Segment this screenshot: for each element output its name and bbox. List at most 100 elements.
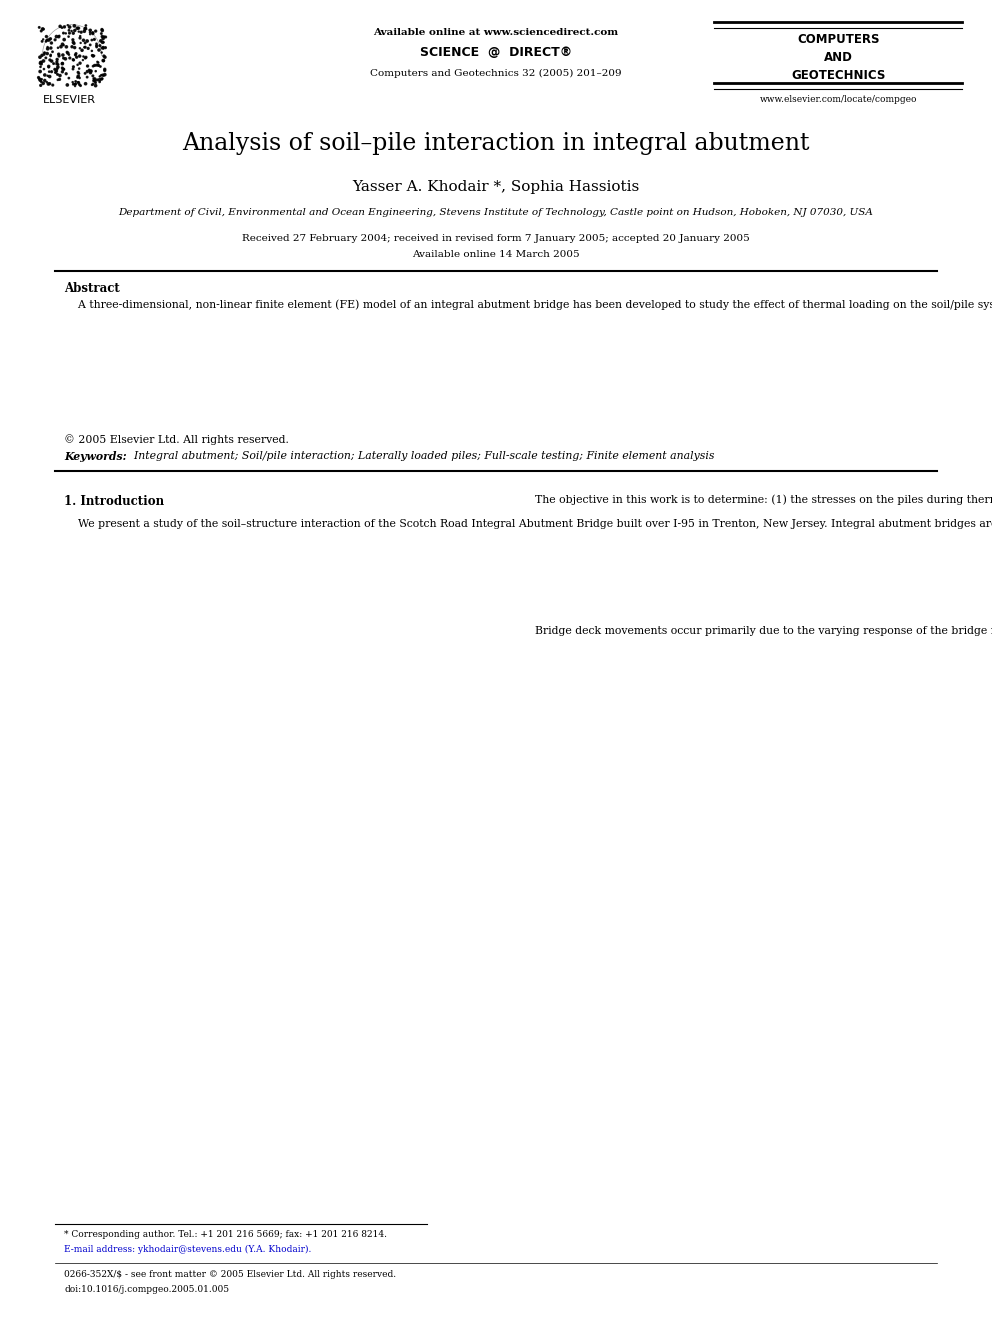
Point [40,38,56,60]
Point [82,34,98,56]
Point [33,57,49,78]
Text: © 2005 Elsevier Ltd. All rights reserved.: © 2005 Elsevier Ltd. All rights reserved… [64,434,290,445]
Point [86,45,102,66]
Point [73,21,89,42]
Point [65,56,81,77]
Point [32,17,48,38]
Point [81,60,97,81]
Point [53,16,68,37]
Point [96,26,112,48]
Point [32,46,48,67]
Point [56,22,71,44]
Point [87,69,103,90]
Point [50,64,65,85]
Point [71,45,87,66]
Point [65,74,81,95]
Point [84,22,100,44]
Point [82,20,98,41]
Point [83,61,99,82]
Point [66,37,82,58]
Point [50,57,65,78]
Point [42,66,58,87]
Point [49,61,64,82]
Point [70,21,86,42]
Point [70,71,86,93]
Point [48,62,63,83]
Point [44,61,60,82]
Point [67,73,83,94]
Point [56,48,71,69]
Point [34,45,50,66]
Point [34,30,50,52]
Point [89,52,105,73]
Point [42,73,58,94]
Point [88,37,104,58]
Point [43,37,59,58]
Point [67,44,83,65]
Point [82,22,98,44]
Point [82,24,98,45]
Point [96,45,112,66]
Text: Abstract: Abstract [64,282,120,295]
Point [62,20,77,41]
Point [92,56,108,77]
Point [97,58,113,79]
Point [88,61,104,82]
Point [72,53,88,74]
Point [97,64,113,85]
Point [77,17,93,38]
Point [32,61,48,82]
Point [86,54,102,75]
Point [60,41,75,62]
Point [39,26,55,48]
Point [66,16,82,37]
Point [34,71,50,93]
Point [95,50,111,71]
Text: ELSEVIER: ELSEVIER [43,95,96,106]
Text: SCIENCE  @  DIRECT®: SCIENCE @ DIRECT® [420,46,572,60]
Text: Received 27 February 2004; received in revised form 7 January 2005; accepted 20 : Received 27 February 2004; received in r… [242,234,750,243]
Point [84,74,100,95]
Point [34,53,50,74]
Point [97,60,113,81]
Point [58,22,73,44]
Point [55,53,70,74]
Point [76,21,92,42]
Point [50,37,65,58]
Point [52,69,67,90]
Point [41,56,57,77]
Point [49,26,64,48]
Point [97,37,113,58]
Point [47,58,62,79]
Point [62,22,77,44]
Point [97,46,113,67]
Point [87,73,103,94]
Point [82,62,98,83]
Point [52,25,67,46]
Point [71,74,87,95]
Point [53,36,68,57]
Point [44,32,60,53]
Point [36,29,52,50]
Point [85,65,101,86]
Point [90,52,106,73]
Point [70,71,86,93]
Point [69,54,85,75]
Point [60,42,75,64]
Point [87,70,103,91]
Point [70,62,86,83]
Text: Available online at www.sciencedirect.com: Available online at www.sciencedirect.co… [373,28,619,37]
Point [89,69,105,90]
Point [46,53,62,74]
Point [72,32,88,53]
Point [61,26,76,48]
Text: Department of Civil, Environmental and Ocean Engineering, Stevens Institute of T: Department of Civil, Environmental and O… [119,208,873,217]
Point [51,44,66,65]
Text: www.elsevier.com/locate/compgeo: www.elsevier.com/locate/compgeo [760,95,917,105]
Point [36,73,52,94]
Point [59,64,74,85]
Point [37,65,53,86]
Point [33,75,49,97]
Point [50,49,65,70]
Point [94,20,110,41]
